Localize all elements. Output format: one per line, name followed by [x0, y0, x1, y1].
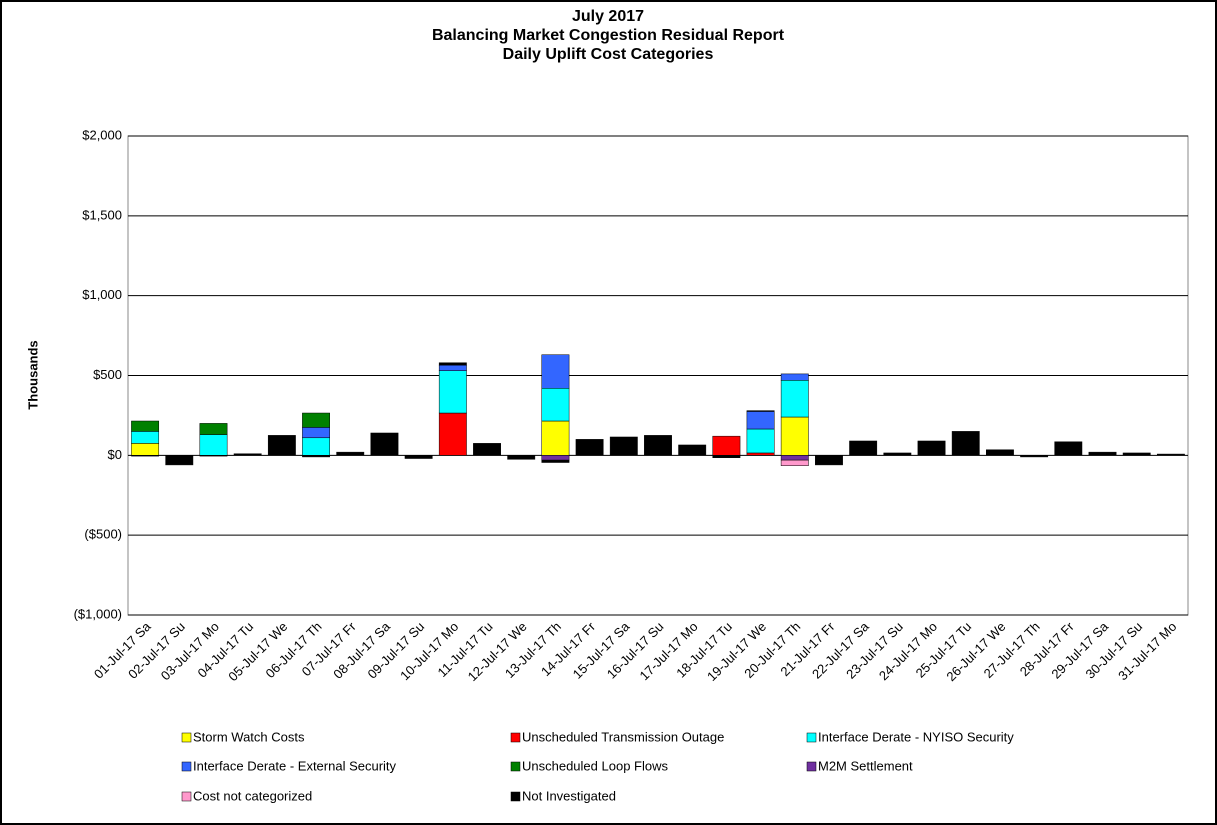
bar-segment: [541, 388, 570, 422]
bar-segment: [1122, 452, 1151, 456]
bar-segment: [131, 420, 160, 432]
bar-segment: [267, 435, 296, 456]
bar-segment: [644, 435, 672, 456]
bar-segment: [849, 440, 878, 456]
bar-segment: [883, 452, 912, 456]
chart-title: July 2017: [572, 8, 644, 25]
bar-segment: [473, 443, 501, 456]
bar-segment: [438, 370, 467, 414]
legend-label: Interface Derate - NYISO Security: [818, 729, 1014, 744]
bar-segment: [541, 354, 570, 389]
bar-segment: [541, 459, 570, 463]
legend-label: Storm Watch Costs: [193, 729, 305, 744]
bar-segment: [302, 412, 330, 428]
y-tick-label: $1,500: [82, 207, 122, 222]
bar-segment: [746, 452, 775, 456]
bar-segment: [199, 434, 228, 456]
bar-segment: [199, 455, 228, 457]
legend-swatch: [510, 732, 521, 743]
legend-swatch: [806, 761, 817, 772]
bar-segment: [712, 435, 741, 456]
bar-segment: [302, 455, 330, 458]
bar-segment: [131, 431, 160, 444]
bar-segment: [780, 373, 809, 381]
legend-label: Unscheduled Transmission Outage: [522, 729, 724, 744]
y-tick-label: $1,000: [82, 287, 122, 302]
legend-swatch: [181, 761, 192, 772]
bar-segment: [951, 431, 980, 456]
legend-swatch: [181, 791, 192, 802]
legend-label: Cost not categorized: [193, 788, 312, 803]
bar-segment: [370, 432, 399, 456]
bar-segment: [917, 440, 946, 456]
bar-segment: [746, 410, 775, 412]
legend-swatch: [806, 732, 817, 743]
y-axis-label: Thousands: [25, 340, 40, 409]
legend-label: M2M Settlement: [818, 758, 913, 773]
legend-label: Unscheduled Loop Flows: [522, 758, 668, 773]
bar-segment: [712, 455, 741, 458]
bar-segment: [131, 455, 160, 457]
bar-segment: [780, 416, 809, 456]
bar-segment: [575, 439, 604, 456]
bar-segment: [233, 453, 262, 456]
bar-segment: [1054, 441, 1083, 456]
legend-label: Not Investigated: [522, 788, 616, 803]
bar-segment: [780, 380, 809, 418]
bar-segment: [199, 423, 228, 435]
bar-segment: [1088, 451, 1117, 456]
bar-segment: [438, 412, 467, 456]
bar-segment: [438, 364, 467, 371]
legend-swatch: [510, 761, 521, 772]
bar-segment: [165, 455, 194, 466]
y-tick-label: ($500): [84, 527, 122, 542]
chart-title: Balancing Market Congestion Residual Rep…: [432, 27, 785, 44]
bar-segment: [302, 437, 330, 456]
legend-swatch: [181, 732, 192, 743]
bar-segment: [678, 444, 707, 456]
y-tick-label: $0: [108, 447, 122, 462]
bar-segment: [302, 427, 330, 439]
y-tick-label: $2,000: [82, 127, 122, 142]
legend-label: Interface Derate - External Security: [193, 758, 397, 773]
bar-segment: [438, 362, 467, 366]
bar-segment: [986, 449, 1014, 456]
y-tick-label: ($1,000): [74, 606, 122, 621]
chart-title: Daily Uplift Cost Categories: [503, 46, 714, 63]
bar-segment: [1156, 453, 1185, 456]
bar-segment: [541, 420, 570, 456]
bar-segment: [815, 455, 843, 466]
bar-segment: [507, 455, 536, 460]
y-tick-label: $500: [93, 367, 122, 382]
bar-segment: [780, 455, 809, 461]
bar-segment: [336, 451, 365, 456]
bar-segment: [541, 455, 570, 461]
legend-swatch: [510, 791, 521, 802]
bar-segment: [780, 459, 809, 466]
bar-segment: [746, 428, 775, 454]
bar-segment: [404, 455, 433, 459]
bar-segment: [609, 436, 638, 456]
bar-segment: [1020, 455, 1049, 458]
bar-segment: [131, 443, 160, 456]
bar-segment: [746, 411, 775, 430]
